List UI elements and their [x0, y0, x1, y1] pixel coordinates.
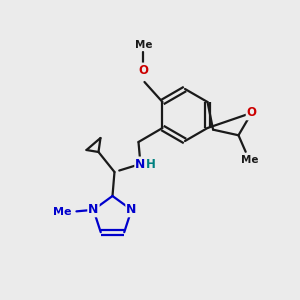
Text: Me: Me: [53, 207, 72, 217]
Text: N: N: [135, 158, 146, 170]
Text: H: H: [146, 158, 155, 170]
Text: N: N: [88, 203, 99, 216]
Text: O: O: [247, 106, 256, 119]
Text: O: O: [139, 64, 148, 76]
Text: Me: Me: [135, 40, 152, 50]
Text: Me: Me: [241, 155, 258, 165]
Text: N: N: [126, 203, 137, 216]
